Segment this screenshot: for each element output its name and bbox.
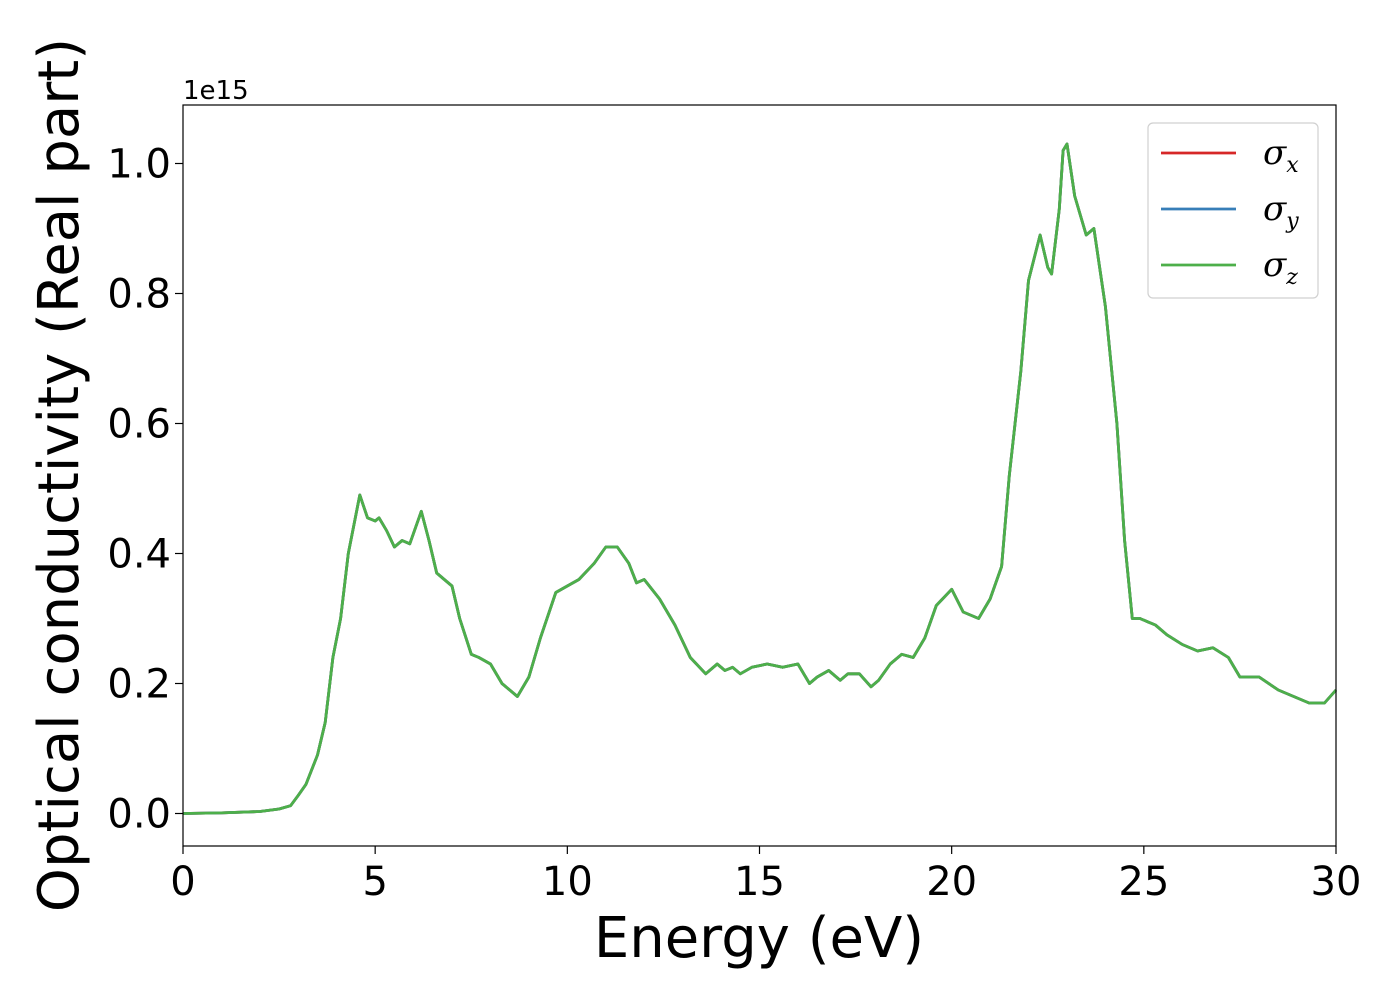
- x-tick-label: 10: [542, 859, 593, 905]
- x-tick-label: 5: [362, 859, 387, 905]
- legend-label-y: σy: [1263, 189, 1299, 234]
- y-tick-label: 0.2: [107, 662, 171, 708]
- y-tick-label: 0.6: [107, 402, 171, 448]
- series-layer: [182, 142, 1338, 815]
- series-line-σz: [182, 142, 1338, 815]
- legend-label-z: σz: [1263, 245, 1298, 290]
- x-tick-label: 20: [926, 859, 977, 905]
- legend: σx σy σz: [1147, 122, 1319, 299]
- x-tick-label: 15: [734, 859, 785, 905]
- x-axis-ticks: 0 5 10 15 20 25 30: [170, 846, 1361, 905]
- legend-box: [1147, 122, 1319, 299]
- x-tick-label: 25: [1118, 859, 1169, 905]
- x-tick-label: 0: [170, 859, 195, 905]
- y-tick-label: 0.4: [107, 532, 171, 578]
- x-axis-title: Energy (eV): [594, 906, 924, 971]
- y-axis-title: Optical conductivity (Real part): [27, 38, 92, 912]
- y-axis-ticks: 0.0 0.2 0.4 0.6 0.8 1.0: [107, 142, 183, 838]
- y-offset-label: 1e15: [183, 76, 249, 106]
- y-tick-label: 0.0: [107, 792, 171, 838]
- legend-label-x: σx: [1263, 133, 1299, 178]
- y-tick-label: 0.8: [107, 272, 171, 318]
- y-tick-label: 1.0: [107, 142, 171, 188]
- x-tick-label: 30: [1311, 859, 1362, 905]
